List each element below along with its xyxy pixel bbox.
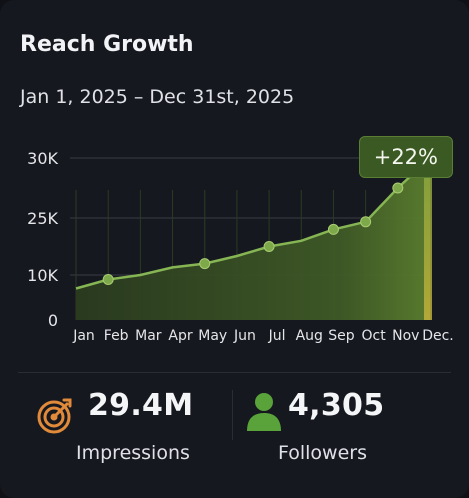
stats-separator [232,390,233,440]
person-icon [247,393,281,431]
x-tick-label: Jul [268,328,286,344]
x-tick-label: Nov [392,328,419,344]
followers-stat: 4,305 [288,388,384,423]
x-tick-label: Jun [233,328,256,344]
y-tick-label: 30K [27,149,58,168]
followers-value: 4,305 [288,388,385,423]
data-point[interactable] [263,241,275,252]
x-tick-label: May [198,328,227,344]
impressions-value: 29.4M [88,388,194,423]
y-tick-label: 25K [27,209,58,228]
x-tick-label: Dec. [422,328,454,344]
date-range[interactable]: Jan 1, 2025 – Dec 31st, 2025 [20,86,295,108]
growth-badge: +22% [358,136,453,178]
followers-label: Followers [278,442,367,464]
data-point[interactable] [199,258,211,270]
series-line [75,157,431,290]
x-tick-label: Oct [362,328,387,344]
area-edge [424,158,432,320]
data-point[interactable] [102,274,114,285]
stats-divider [18,372,451,373]
x-tick-label: Jan [72,328,95,344]
x-tick-label: Aug [296,328,323,344]
area-fill [76,158,430,320]
reach-chart-svg: 0 10K 25K 30K Jan Feb Mar Apr May Jun Jul Aug Sep Oc… [27,149,454,344]
reach-chart: 0 10K 25K 30K Jan Feb Mar Apr May Jun Jul Aug Sep Oc… [0,130,469,360]
y-tick-label: 0 [48,311,58,330]
impressions-stat: 29.4M [88,388,193,423]
data-point[interactable] [360,216,372,228]
card-title: Reach Growth [20,32,194,57]
x-tick-label: Mar [135,328,162,344]
y-tick-label: 10K [27,266,58,285]
x-tick-label: Sep [328,328,355,344]
data-point[interactable] [392,182,404,194]
x-tick-label: Feb [104,328,129,344]
x-tick-label: Apr [168,328,192,344]
impressions-label: Impressions [76,442,190,464]
target-icon [37,398,72,434]
data-point[interactable] [327,223,339,235]
